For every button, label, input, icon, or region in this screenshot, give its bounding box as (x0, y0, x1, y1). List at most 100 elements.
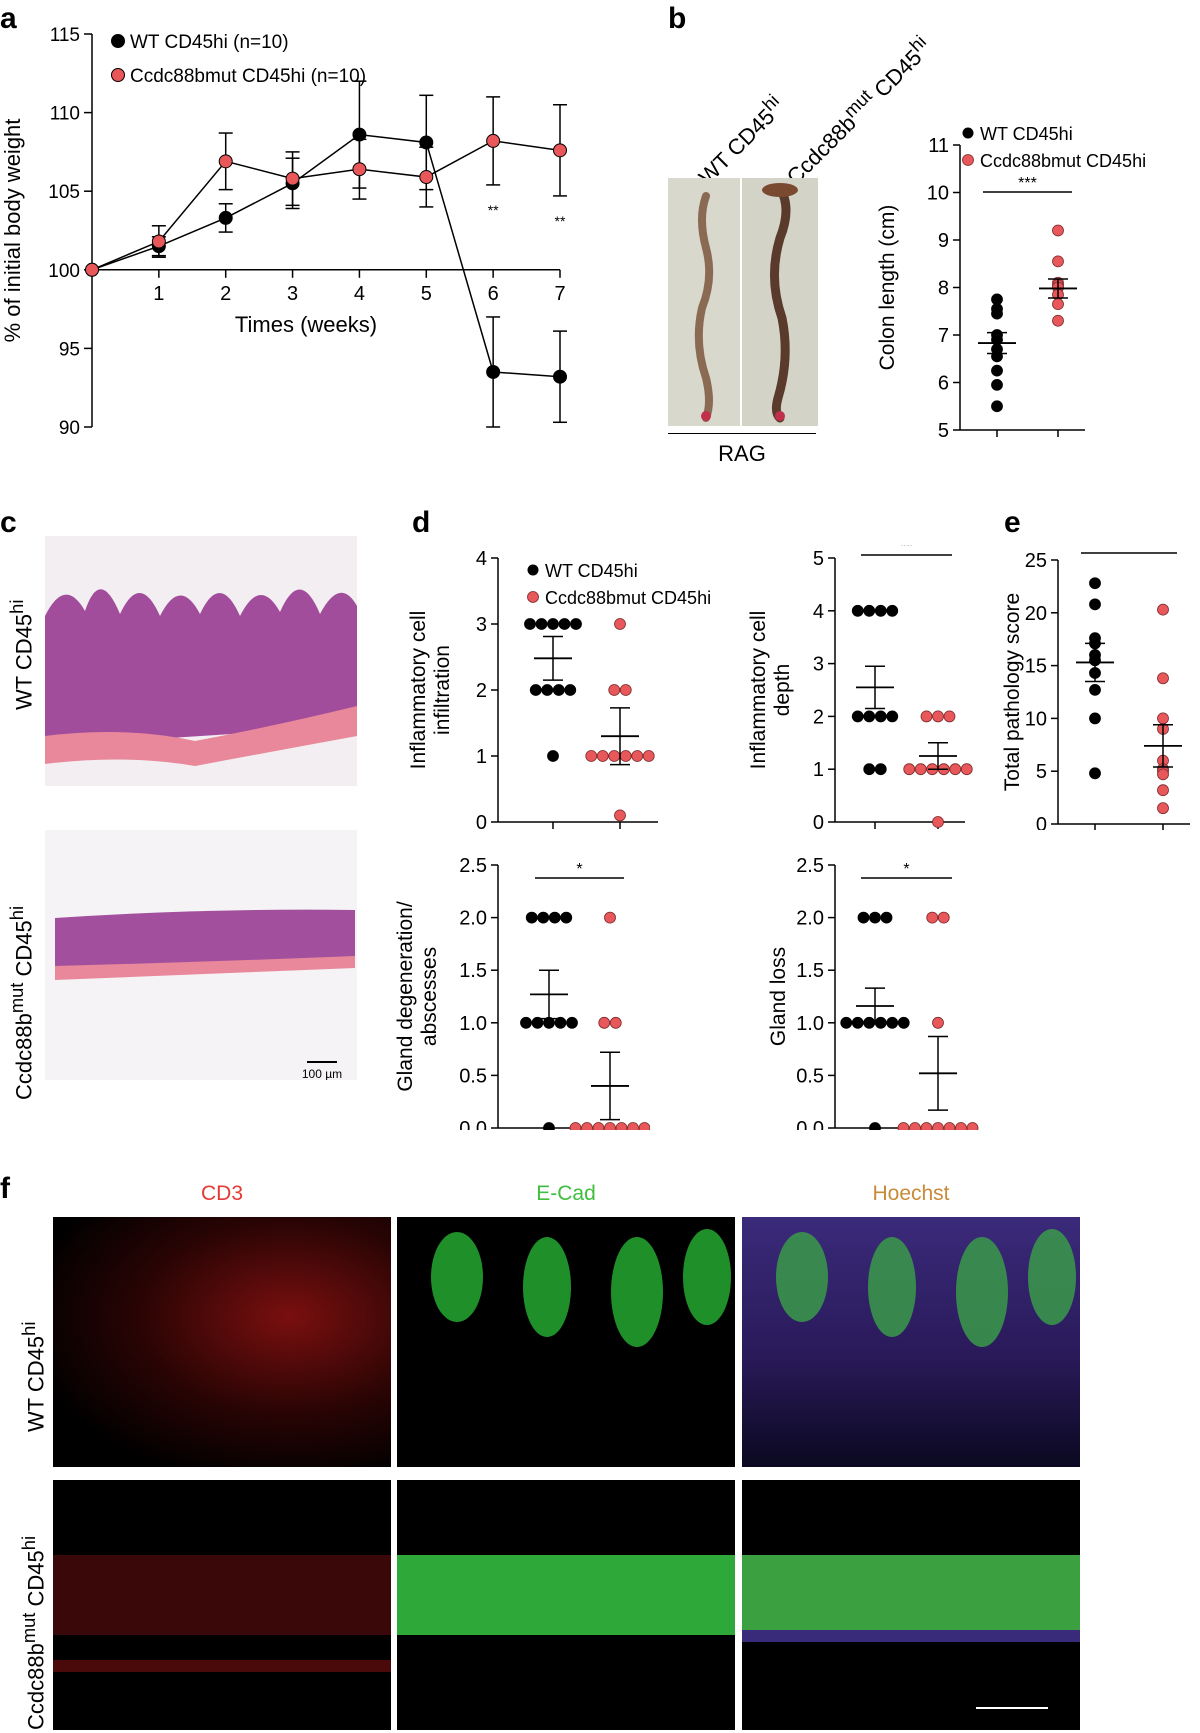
data-point (570, 618, 582, 630)
y-tick-label: 95 (59, 339, 80, 360)
if-image-mut-hoechst (742, 1480, 1080, 1730)
data-point (920, 1122, 933, 1130)
data-point (604, 1122, 616, 1130)
photo-label-wt: WT CD45hi (693, 89, 783, 190)
y-axis-label: % of initial body weight (0, 119, 25, 343)
y-tick-label: 110 (50, 104, 80, 125)
data-point (1052, 224, 1064, 237)
if-row-label-mut: Ccdc88bmut CD45hi (18, 1535, 49, 1730)
significance-label: ** (488, 202, 499, 218)
data-point (966, 1122, 979, 1130)
colon-photo (668, 178, 818, 426)
y-tick-label: 0 (813, 812, 824, 830)
significance-label: ** (1123, 545, 1135, 553)
data-point (419, 170, 434, 185)
x-tick-label: 3 (287, 283, 298, 305)
y-tick-label: 2 (476, 680, 487, 702)
y-axis-label: infiltration (431, 645, 454, 735)
legend-label-wt: WT CD45hi (n=10) (130, 32, 289, 53)
y-tick-label: 4 (813, 601, 824, 623)
if-image-wt-cd3 (53, 1217, 391, 1467)
data-point (486, 133, 501, 148)
data-point (596, 750, 609, 762)
significance-label: *** (1018, 175, 1037, 192)
data-point (592, 1122, 605, 1130)
y-axis-label: Gland loss (767, 947, 790, 1046)
legend-label-mut: Ccdc88bmut CD45hi (545, 588, 711, 608)
y-tick-label: 8 (938, 278, 949, 300)
data-point (920, 710, 933, 723)
legend-label-wt: WT CD45hi (980, 124, 1073, 144)
if-image-mut-cd3 (53, 1480, 391, 1730)
data-point (1052, 255, 1064, 268)
y-tick-label: 6 (938, 373, 949, 395)
data-point (614, 809, 626, 822)
data-point (857, 911, 870, 924)
data-point (524, 618, 536, 630)
data-point (486, 364, 501, 379)
data-point (1089, 767, 1101, 780)
panel-letter-b: b (668, 2, 687, 35)
panel-letter-f: f (0, 1172, 10, 1205)
data-point (218, 154, 233, 169)
y-tick-label: 2.5 (796, 855, 824, 877)
data-point (955, 1122, 967, 1130)
if-image-wt-hoechst (742, 1217, 1080, 1467)
data-point (874, 710, 887, 723)
y-tick-label: 0 (476, 812, 487, 830)
y-axis-label: Inflammatory cell (407, 611, 430, 770)
y-tick-label: 25 (1025, 550, 1047, 572)
he-image-wt (45, 536, 357, 786)
data-point (543, 1122, 555, 1130)
data-point (569, 1122, 582, 1130)
data-point (909, 1122, 921, 1130)
data-point (525, 911, 538, 924)
legend-marker-wt (962, 127, 974, 139)
significance-label: * (903, 861, 909, 878)
data-point (991, 400, 1003, 413)
y-tick-label: 2.0 (459, 908, 487, 930)
data-point (1089, 712, 1101, 725)
data-point (547, 618, 559, 630)
y-tick-label: 2 (813, 706, 824, 728)
data-point (642, 750, 655, 762)
data-point (627, 1122, 639, 1130)
data-point (566, 1016, 578, 1029)
he-image-mut: 100 µm (45, 830, 357, 1080)
rag-underline (668, 433, 816, 434)
data-point (926, 911, 939, 924)
data-point (874, 1016, 887, 1029)
data-point (863, 604, 876, 617)
legend-marker-wt (111, 34, 125, 48)
legend-marker-wt (527, 564, 539, 576)
colon-photo-panel: WT CD45hi Ccdc88bmut CD45hi RAG (660, 31, 930, 480)
data-point (851, 710, 864, 723)
data-point (553, 143, 567, 158)
data-point (932, 1016, 944, 1029)
y-axis-label: Gland degeneration/ (394, 901, 417, 1091)
legend-marker-mut (962, 154, 974, 166)
colon-length-chart: 5 6 7 8 9 10 11 Colon length (cm) *** WT CD45hi Cc… (876, 124, 1146, 442)
significance-label: ** (900, 545, 912, 555)
data-point (1157, 784, 1169, 797)
y-tick-label: 5 (938, 420, 949, 442)
data-point (638, 1122, 650, 1130)
data-point (631, 750, 644, 762)
data-point (943, 710, 956, 723)
data-point (960, 763, 973, 776)
legend-marker-mut (111, 68, 125, 82)
x-tick-label: 1 (153, 283, 164, 305)
data-point (932, 816, 944, 828)
panel-letter-a: a (0, 2, 17, 35)
data-point (1052, 298, 1064, 311)
y-tick-label: 100 (48, 261, 80, 282)
data-point (903, 763, 916, 776)
data-point (531, 1016, 544, 1029)
data-point (1089, 683, 1101, 696)
y-tick-label: 15 (1025, 656, 1047, 678)
y-tick-label: 115 (50, 25, 80, 46)
series-line (91, 133, 561, 378)
panel-letter-d: d (412, 506, 431, 539)
data-point (932, 710, 944, 723)
legend-label-mut: Ccdc88bmut CD45hi (980, 151, 1146, 171)
